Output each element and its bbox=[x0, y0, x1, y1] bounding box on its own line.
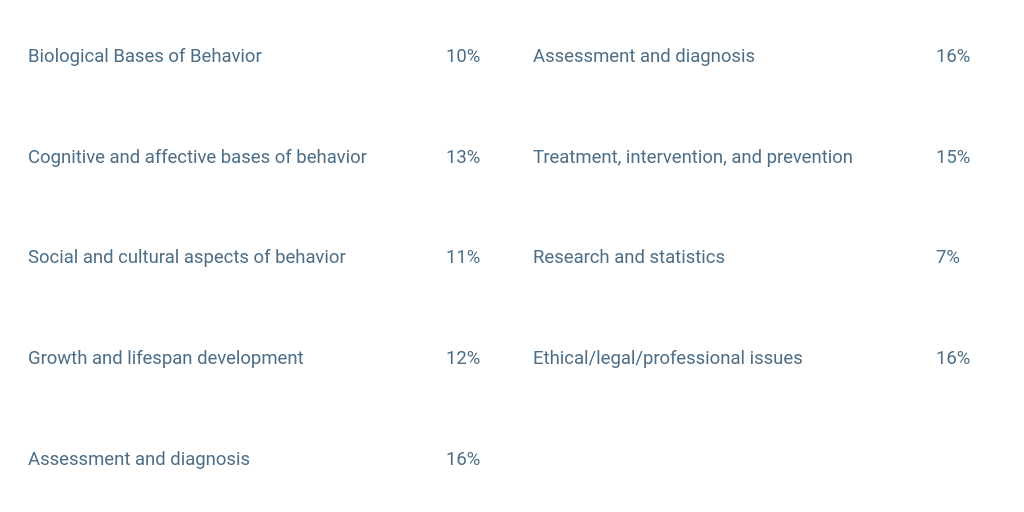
topic-label: Treatment, intervention, and prevention bbox=[533, 146, 854, 168]
topic-weight: 16% bbox=[936, 45, 971, 67]
topic-label: Social and cultural aspects of behavior bbox=[28, 246, 346, 268]
topic-label: Assessment and diagnosis bbox=[533, 45, 756, 67]
topic-label: Research and statistics bbox=[533, 246, 726, 268]
topic-weight: 15% bbox=[936, 146, 971, 168]
topic-weight: 13% bbox=[446, 146, 481, 168]
topic-weight: 16% bbox=[446, 448, 481, 470]
topic-weight: 11% bbox=[446, 246, 481, 268]
topic-label: Growth and lifespan development bbox=[28, 347, 304, 369]
topic-label: Assessment and diagnosis bbox=[28, 448, 251, 470]
topic-weight: 7% bbox=[936, 246, 960, 268]
topic-weight: 12% bbox=[446, 347, 481, 369]
topic-weight: 10% bbox=[446, 45, 481, 67]
topic-weight: 16% bbox=[936, 347, 971, 369]
topic-label: Biological Bases of Behavior bbox=[28, 45, 262, 67]
topic-label: Ethical/legal/professional issues bbox=[533, 347, 803, 369]
topic-label: Cognitive and affective bases of behavio… bbox=[28, 146, 367, 168]
